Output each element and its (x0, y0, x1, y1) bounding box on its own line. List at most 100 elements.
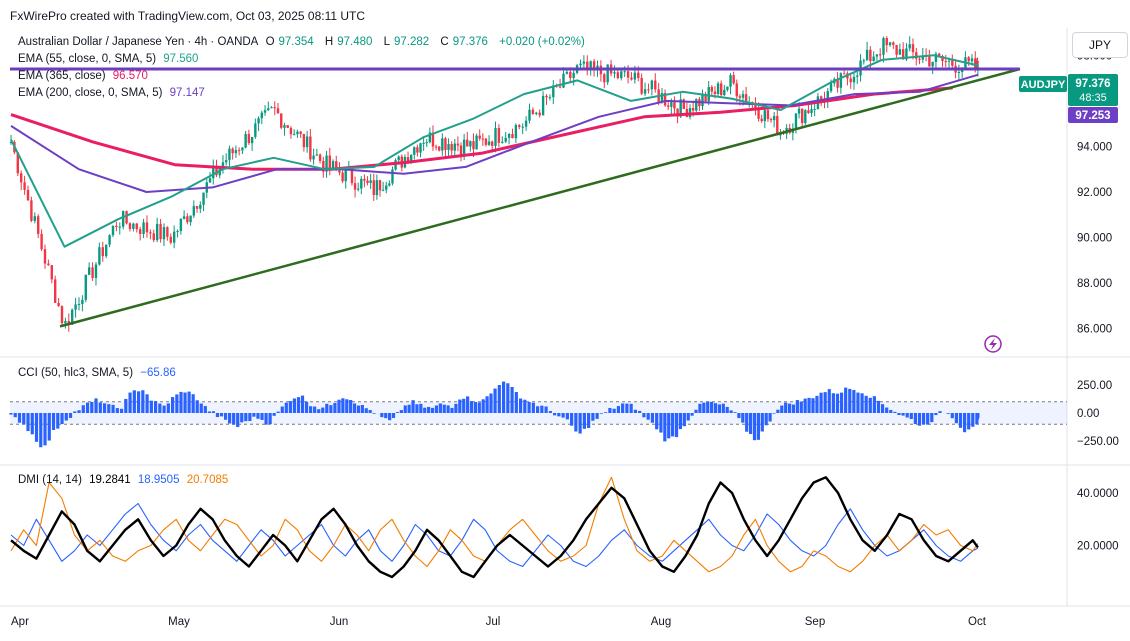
candle-body (592, 61, 596, 70)
cci-bar (967, 413, 971, 430)
cci-bar (203, 406, 207, 413)
candle-body (682, 99, 685, 109)
candle-body (419, 143, 422, 153)
watermark-text: FxWirePro created with TradingView.com, … (10, 9, 366, 23)
cci-bar (663, 413, 667, 442)
cci-bar (678, 413, 683, 430)
candle-body (630, 77, 633, 80)
cci-bar (43, 413, 47, 446)
candle-body (545, 95, 548, 98)
candle-body (603, 74, 606, 83)
candle-body (766, 110, 770, 120)
cci-bar (868, 397, 872, 413)
close-label: C (440, 36, 449, 48)
cci-bar (352, 403, 357, 413)
ema55-line (10, 54, 979, 248)
cci-bar (787, 403, 792, 413)
cci-bar (442, 404, 446, 413)
candle-body (849, 78, 852, 83)
cci-bar (591, 413, 595, 421)
candle-body (596, 65, 599, 70)
candle-body (679, 99, 682, 117)
cci-bar (599, 413, 603, 414)
price-tag-bg (1068, 74, 1118, 106)
cci-bar (450, 407, 454, 413)
cci-bar (780, 405, 784, 413)
cci-bar (34, 413, 39, 442)
candle-body (378, 180, 382, 191)
cci-bar (518, 398, 523, 413)
cci-bar (799, 401, 803, 413)
candle-body (318, 154, 322, 161)
cci-bar (111, 404, 115, 413)
cci-bar (171, 397, 175, 413)
candle-body (462, 139, 466, 155)
cci-bar (962, 413, 967, 433)
candle-body (643, 89, 647, 94)
candle-body (57, 302, 60, 307)
cci-bar (674, 413, 679, 438)
candle-body (118, 226, 121, 228)
cci-bar (930, 413, 934, 423)
cci-bar (553, 413, 557, 416)
cci-bar (364, 408, 368, 413)
candle-body (813, 109, 816, 111)
cci-bar (236, 413, 240, 428)
candle-body (325, 155, 328, 172)
cci-bar (368, 410, 372, 413)
lightning-icon-bolt (989, 338, 997, 350)
cci-bar (329, 405, 333, 413)
candle-body (673, 102, 676, 109)
candle-body (456, 143, 460, 146)
dmi-tick-label: 40.0000 (1077, 488, 1119, 500)
candle-body (121, 211, 125, 227)
high-label: H (324, 36, 334, 48)
cci-bar (633, 409, 638, 413)
candle-body (763, 110, 767, 122)
cci-bar (587, 413, 591, 428)
cci-bar (407, 404, 411, 413)
x-tick-label: Jun (330, 616, 349, 628)
candle-body (856, 75, 859, 77)
candle-body (447, 144, 450, 150)
cci-bar (211, 411, 216, 413)
candle-body (804, 110, 807, 124)
candle-body (879, 54, 882, 56)
cci-bar (462, 398, 466, 413)
cci-bar (950, 413, 954, 419)
candle-body (754, 102, 757, 110)
cci-bar (901, 413, 905, 416)
candle-body (865, 49, 869, 61)
cci-value: −65.86 (140, 367, 176, 379)
cci-bar (430, 407, 435, 413)
candle-body (344, 169, 347, 182)
candle-body (744, 94, 748, 103)
cci-bar (219, 413, 224, 417)
candle-body (81, 299, 84, 305)
cci-bar (380, 413, 384, 418)
price-tick-label: 94.000 (1077, 141, 1112, 153)
candle-body (74, 304, 77, 310)
candle-body (469, 141, 472, 147)
lightning-icon-ring (984, 335, 1002, 353)
cci-bar (725, 406, 729, 413)
cci-tick-label: 0.00 (1077, 408, 1099, 420)
cci-bar (523, 399, 527, 413)
cci-bar (527, 401, 531, 413)
cci-bar (321, 407, 325, 413)
candle-body (172, 231, 176, 243)
cci-bar (852, 389, 856, 413)
candle-body (179, 218, 183, 232)
currency-button[interactable]: JPY (1072, 32, 1128, 58)
cci-bar (682, 413, 686, 427)
candle-body (159, 223, 162, 240)
candle-body (970, 58, 974, 62)
x-tick-label: Oct (968, 616, 987, 628)
candle-body (111, 225, 115, 236)
cci-bar (531, 402, 535, 413)
cci-bar (94, 398, 98, 413)
candle-body (115, 225, 118, 228)
cci-bar (540, 405, 544, 413)
cci-bar (776, 409, 780, 413)
